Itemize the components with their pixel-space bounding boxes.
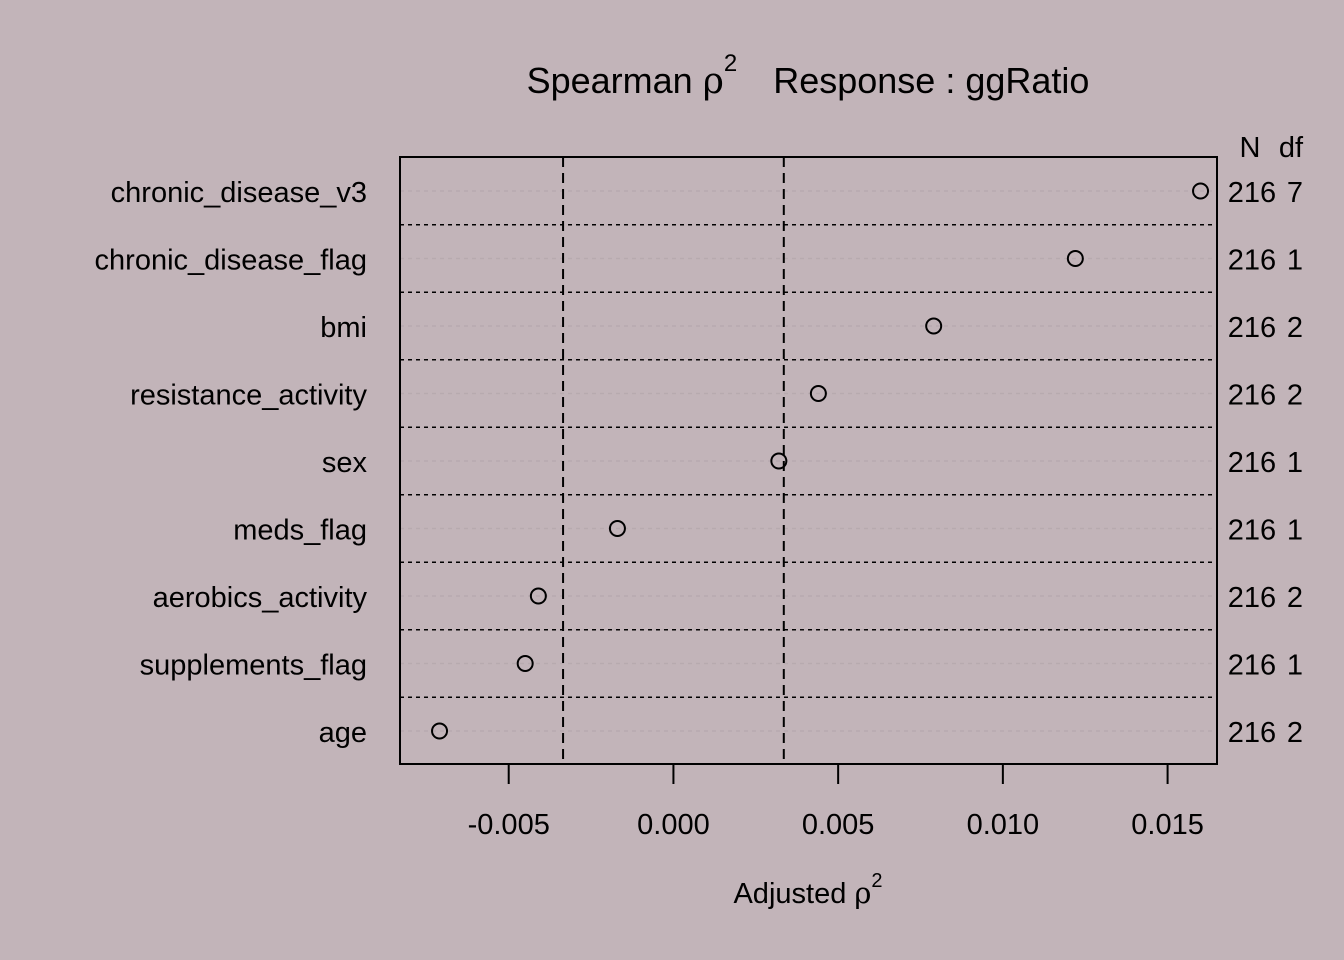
row-n-value: 216 xyxy=(1228,582,1276,614)
row-label: supplements_flag xyxy=(140,650,367,682)
data-point xyxy=(529,587,547,605)
plot-frame xyxy=(399,156,1218,765)
row-n-value: 216 xyxy=(1228,717,1276,749)
x-axis-label: Adjusted ρ2 xyxy=(733,870,882,910)
header-n: N xyxy=(1240,132,1261,164)
x-tick-label: 0.005 xyxy=(802,809,875,841)
row-label: age xyxy=(319,717,367,749)
x-tick-label: 0.000 xyxy=(637,809,710,841)
row-df-value: 1 xyxy=(1287,447,1303,479)
data-point xyxy=(516,655,534,672)
row-df-value: 2 xyxy=(1287,312,1303,344)
row-df-value: 1 xyxy=(1287,245,1303,277)
data-point xyxy=(925,317,943,335)
row-n-value: 216 xyxy=(1228,515,1276,547)
x-tick-label: -0.005 xyxy=(468,809,550,841)
row-gridlines xyxy=(400,190,1217,732)
x-tick-label: 0.010 xyxy=(967,809,1040,841)
data-point xyxy=(431,722,449,740)
row-n-value: 216 xyxy=(1228,447,1276,479)
row-label: chronic_disease_v3 xyxy=(111,177,367,209)
xlabel-rho-symbol: ρ xyxy=(854,876,871,910)
row-n-value: 216 xyxy=(1228,177,1276,209)
row-n-value: 216 xyxy=(1228,312,1276,344)
row-labels: chronic_disease_v3 chronic_disease_flagbm… xyxy=(95,177,368,749)
row-df-value: 7 xyxy=(1287,177,1303,209)
row-label: bmi xyxy=(320,312,367,344)
row-n-value: 216 xyxy=(1228,650,1276,682)
row-label: sex xyxy=(322,447,368,479)
data-point xyxy=(1066,250,1084,267)
header-df: df xyxy=(1279,132,1304,164)
row-label: chronic_disease_flag xyxy=(95,245,367,277)
data-point xyxy=(608,520,626,537)
data-points xyxy=(431,182,1210,740)
row-label: aerobics_activity xyxy=(153,582,368,614)
row-label: resistance_activity xyxy=(130,380,367,412)
x-tick-label: 0.015 xyxy=(1131,809,1204,841)
data-point xyxy=(1192,182,1210,200)
row-n-value: 216 xyxy=(1228,380,1276,412)
reference-lines xyxy=(562,157,785,764)
row-separators xyxy=(400,223,1217,699)
row-df-value: 2 xyxy=(1287,582,1303,614)
xlabel-exponent: 2 xyxy=(871,870,882,892)
row-n-value: 216 xyxy=(1228,245,1276,277)
chart-title: Spearman ρ2 Response : ggRatio xyxy=(527,50,1090,102)
row-df-value: 1 xyxy=(1287,515,1303,547)
title-rho-symbol: ρ xyxy=(703,61,724,102)
title-left: Spearman xyxy=(527,60,693,101)
title-right: Response : ggRatio xyxy=(773,60,1089,101)
row-stats: 216 7 216 1 216 2 216 2 216 1 216 1 216 2 216 1 216 2 xyxy=(1228,177,1303,749)
title-exponent: 2 xyxy=(724,50,737,77)
x-axis: -0.005 0.000 0.005 0.010 0.015 xyxy=(468,764,1204,841)
data-point xyxy=(770,452,788,470)
data-point xyxy=(809,385,827,402)
row-df-value: 2 xyxy=(1287,380,1303,412)
row-df-value: 2 xyxy=(1287,717,1303,749)
row-label: meds_flag xyxy=(233,515,367,547)
xlabel-text: Adjusted xyxy=(733,878,846,910)
row-df-value: 1 xyxy=(1287,650,1303,682)
